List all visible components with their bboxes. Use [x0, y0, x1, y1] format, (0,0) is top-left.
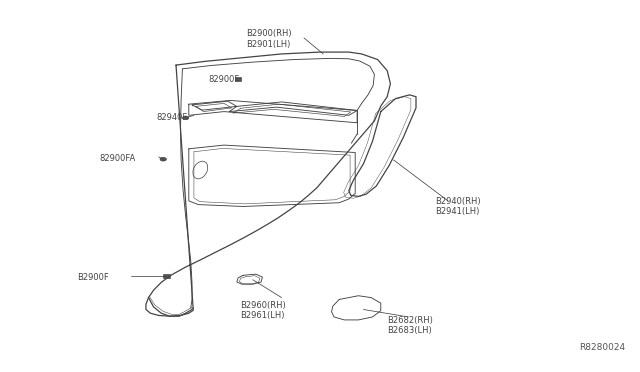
Text: 82900F: 82900F [208, 76, 239, 84]
Circle shape [182, 116, 189, 120]
Text: R8280024: R8280024 [579, 343, 625, 352]
Text: B2682(RH)
B2683(LH): B2682(RH) B2683(LH) [387, 316, 433, 335]
Text: B2960(RH)
B2961(LH): B2960(RH) B2961(LH) [240, 301, 285, 320]
Text: 82900FA: 82900FA [99, 154, 136, 163]
Circle shape [160, 157, 166, 161]
Text: B2900(RH)
B2901(LH): B2900(RH) B2901(LH) [246, 29, 292, 49]
Bar [235, 77, 241, 81]
Text: 82940F: 82940F [157, 113, 188, 122]
Bar [163, 274, 170, 278]
Text: B2940(RH)
B2941(LH): B2940(RH) B2941(LH) [435, 197, 481, 216]
Text: B2900F: B2900F [77, 273, 109, 282]
